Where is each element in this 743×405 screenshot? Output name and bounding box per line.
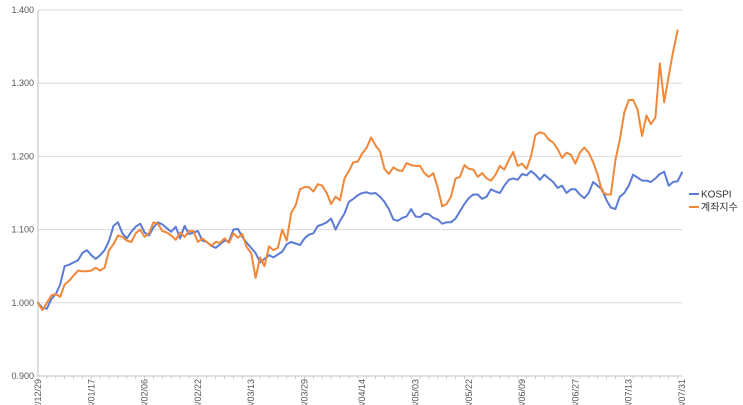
x-tick-label: 23/07/31: [677, 379, 687, 405]
y-tick-label: 0.900: [11, 371, 34, 381]
x-tick-label: 23/04/14: [357, 379, 367, 405]
series-lines: [37, 29, 683, 312]
y-tick-label: 1.100: [11, 225, 34, 235]
x-tick-label: 23/06/27: [570, 379, 580, 405]
x-tick-label: 23/06/09: [517, 379, 527, 405]
x-tick-label: 23/03/13: [246, 379, 256, 405]
x-tick-label: 23/02/06: [140, 379, 150, 405]
x-tick-label: 23/03/29: [299, 379, 309, 405]
legend-label: 계좌지수: [701, 202, 738, 214]
y-tick-label: 1.200: [11, 151, 34, 161]
series-line: [37, 170, 683, 310]
series-1: [37, 29, 679, 312]
y-tick-label: 1.400: [11, 5, 34, 15]
x-tick-label: 23/07/13: [624, 379, 634, 405]
series-0: [37, 170, 683, 310]
legend-label: KOSPI: [701, 190, 732, 201]
series-line: [37, 29, 679, 312]
x-tick-label: 22/12/29: [33, 379, 43, 405]
x-tick-label: 23/05/22: [464, 379, 474, 405]
x-tick-label: 23/02/22: [193, 379, 203, 405]
x-tick-label: 23/05/03: [411, 379, 421, 405]
y-tick-label: 1.000: [11, 298, 34, 308]
y-tick-label: 1.300: [11, 78, 34, 88]
x-tick-label: 23/01/17: [86, 379, 96, 405]
axes: 0.900 1.000 1.100 1.200 1.300 1.400 22/12/29 23…: [11, 5, 687, 405]
